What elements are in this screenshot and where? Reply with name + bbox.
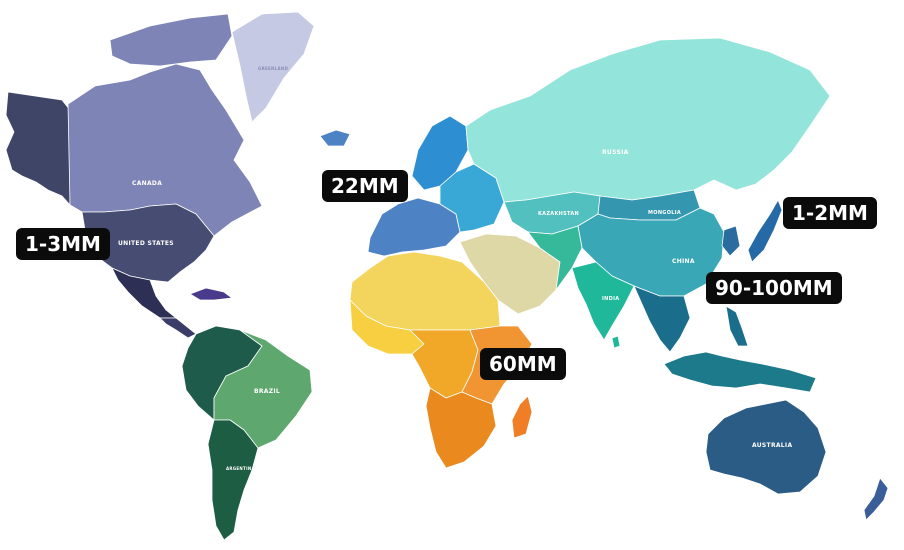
region-australia bbox=[705, 399, 827, 495]
callout-north-america: 1-3MM bbox=[16, 228, 110, 260]
region-alaska bbox=[5, 91, 71, 206]
region-sri-lanka bbox=[611, 335, 621, 349]
region-new-zealand bbox=[863, 477, 889, 521]
label-argentina: ARGENTINA bbox=[226, 466, 256, 471]
region-middle-east bbox=[459, 233, 561, 315]
region-southern-africa bbox=[425, 387, 497, 469]
region-india bbox=[571, 261, 635, 341]
region-canada-islands bbox=[109, 13, 233, 67]
region-southeast-asia bbox=[633, 285, 691, 353]
callout-southeast-asia: 90-100MM bbox=[706, 272, 842, 304]
label-greenland: GREENLAND bbox=[258, 66, 289, 71]
region-greenland bbox=[231, 11, 315, 123]
region-united-states bbox=[81, 203, 215, 283]
label-russia: RUSSIA bbox=[602, 149, 629, 156]
region-russia bbox=[465, 37, 831, 203]
region-europe-east bbox=[439, 163, 505, 233]
label-china: CHINA bbox=[672, 258, 695, 265]
label-united-states: UNITED STATES bbox=[118, 240, 174, 247]
callout-japan: 1-2MM bbox=[783, 197, 877, 229]
region-japan bbox=[747, 199, 783, 263]
region-philippines bbox=[725, 305, 749, 347]
region-central-america bbox=[159, 317, 197, 339]
region-iceland bbox=[319, 129, 351, 147]
label-australia: AUSTRALIA bbox=[752, 442, 792, 449]
callout-europe: 22MM bbox=[322, 170, 408, 202]
label-mongolia: MONGOLIA bbox=[648, 210, 681, 216]
label-india: INDIA bbox=[602, 296, 619, 302]
region-argentina bbox=[207, 419, 259, 541]
callout-africa: 60MM bbox=[480, 348, 566, 380]
label-canada: CANADA bbox=[132, 180, 162, 187]
label-kazakhstan: KAZAKHSTAN bbox=[538, 211, 579, 217]
region-madagascar bbox=[511, 395, 533, 439]
label-brazil: BRAZIL bbox=[254, 388, 280, 395]
region-korea bbox=[721, 225, 741, 257]
region-indonesia bbox=[663, 351, 817, 393]
region-caribbean bbox=[189, 287, 233, 301]
